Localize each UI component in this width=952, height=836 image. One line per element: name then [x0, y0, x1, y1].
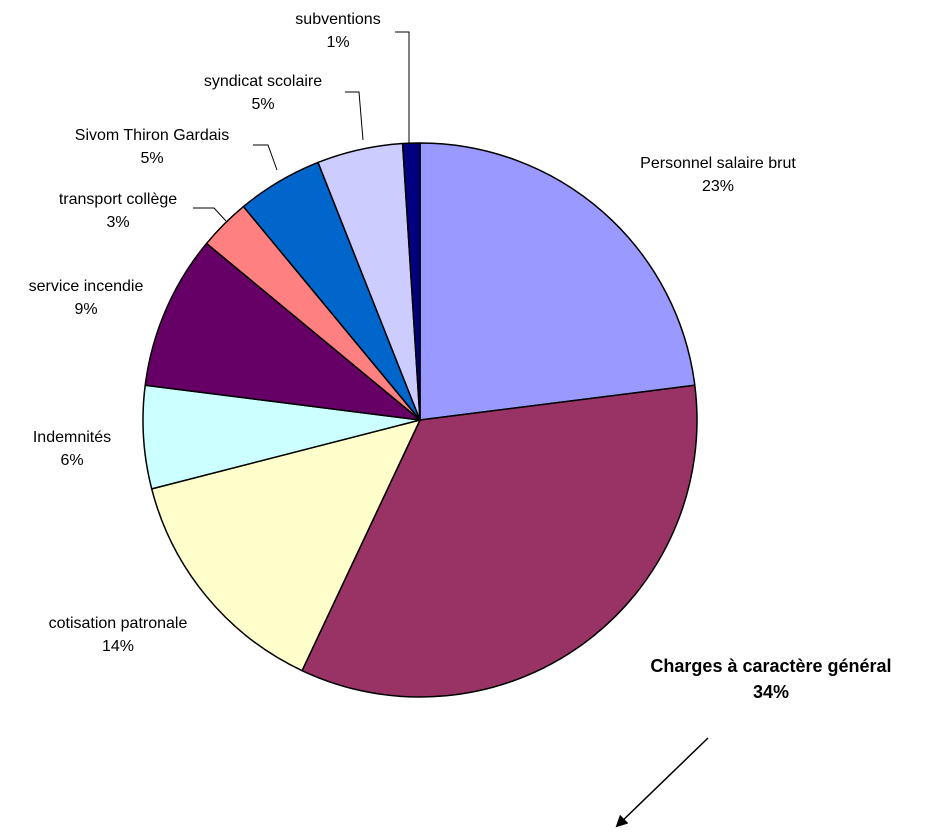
slice-label-value: 5% — [251, 96, 274, 113]
slice-label-value: 6% — [60, 452, 83, 469]
slice-label-1: Charges à caractère général 34% — [650, 656, 891, 702]
slice-label-value: 5% — [140, 150, 163, 167]
slice-label-name: transport collège — [59, 191, 177, 208]
pie-slice-0 — [419, 142, 696, 421]
slice-label-name: Indemnités — [33, 429, 111, 446]
slice-label-8: subventions 1% — [295, 11, 380, 51]
slice-label-2: cotisation patronale 14% — [49, 615, 188, 655]
leader-line-6 — [253, 144, 278, 171]
slice-label-name: Personnel salaire brut — [640, 155, 796, 172]
slice-label-name: Charges à caractère général — [650, 656, 891, 676]
slice-label-value: 9% — [74, 301, 97, 318]
pie-slice-4 — [144, 242, 421, 421]
slice-label-7: syndicat scolaire 5% — [204, 73, 322, 113]
slice-label-name: cotisation patronale — [49, 615, 188, 632]
slice-label-3: Indemnités 6% — [33, 429, 111, 469]
slice-label-4: service incendie 9% — [29, 278, 144, 318]
slice-label-name: subventions — [295, 11, 380, 28]
leader-line-8 — [395, 31, 410, 143]
pie-slice-2 — [150, 419, 421, 672]
leader-line-5 — [193, 207, 227, 222]
slice-label-value: 1% — [326, 34, 349, 51]
slice-label-name: service incendie — [29, 278, 144, 295]
slice-label-value: 3% — [106, 214, 129, 231]
slice-label-name: Sivom Thiron Gardais — [75, 127, 229, 144]
slice-label-0: Personnel salaire brut 23% — [640, 155, 796, 195]
pie-slice-1 — [301, 384, 698, 698]
slice-label-5: transport collège 3% — [59, 191, 177, 231]
slice-label-value: 34% — [753, 682, 789, 702]
slice-label-name: syndicat scolaire — [204, 73, 322, 90]
annotation-arrow — [615, 737, 709, 828]
slice-label-6: Sivom Thiron Gardais 5% — [75, 127, 229, 167]
leader-line-7 — [345, 91, 364, 141]
slice-label-value: 23% — [702, 178, 734, 195]
pie-slice-8 — [401, 142, 421, 421]
slice-label-value: 14% — [102, 638, 134, 655]
